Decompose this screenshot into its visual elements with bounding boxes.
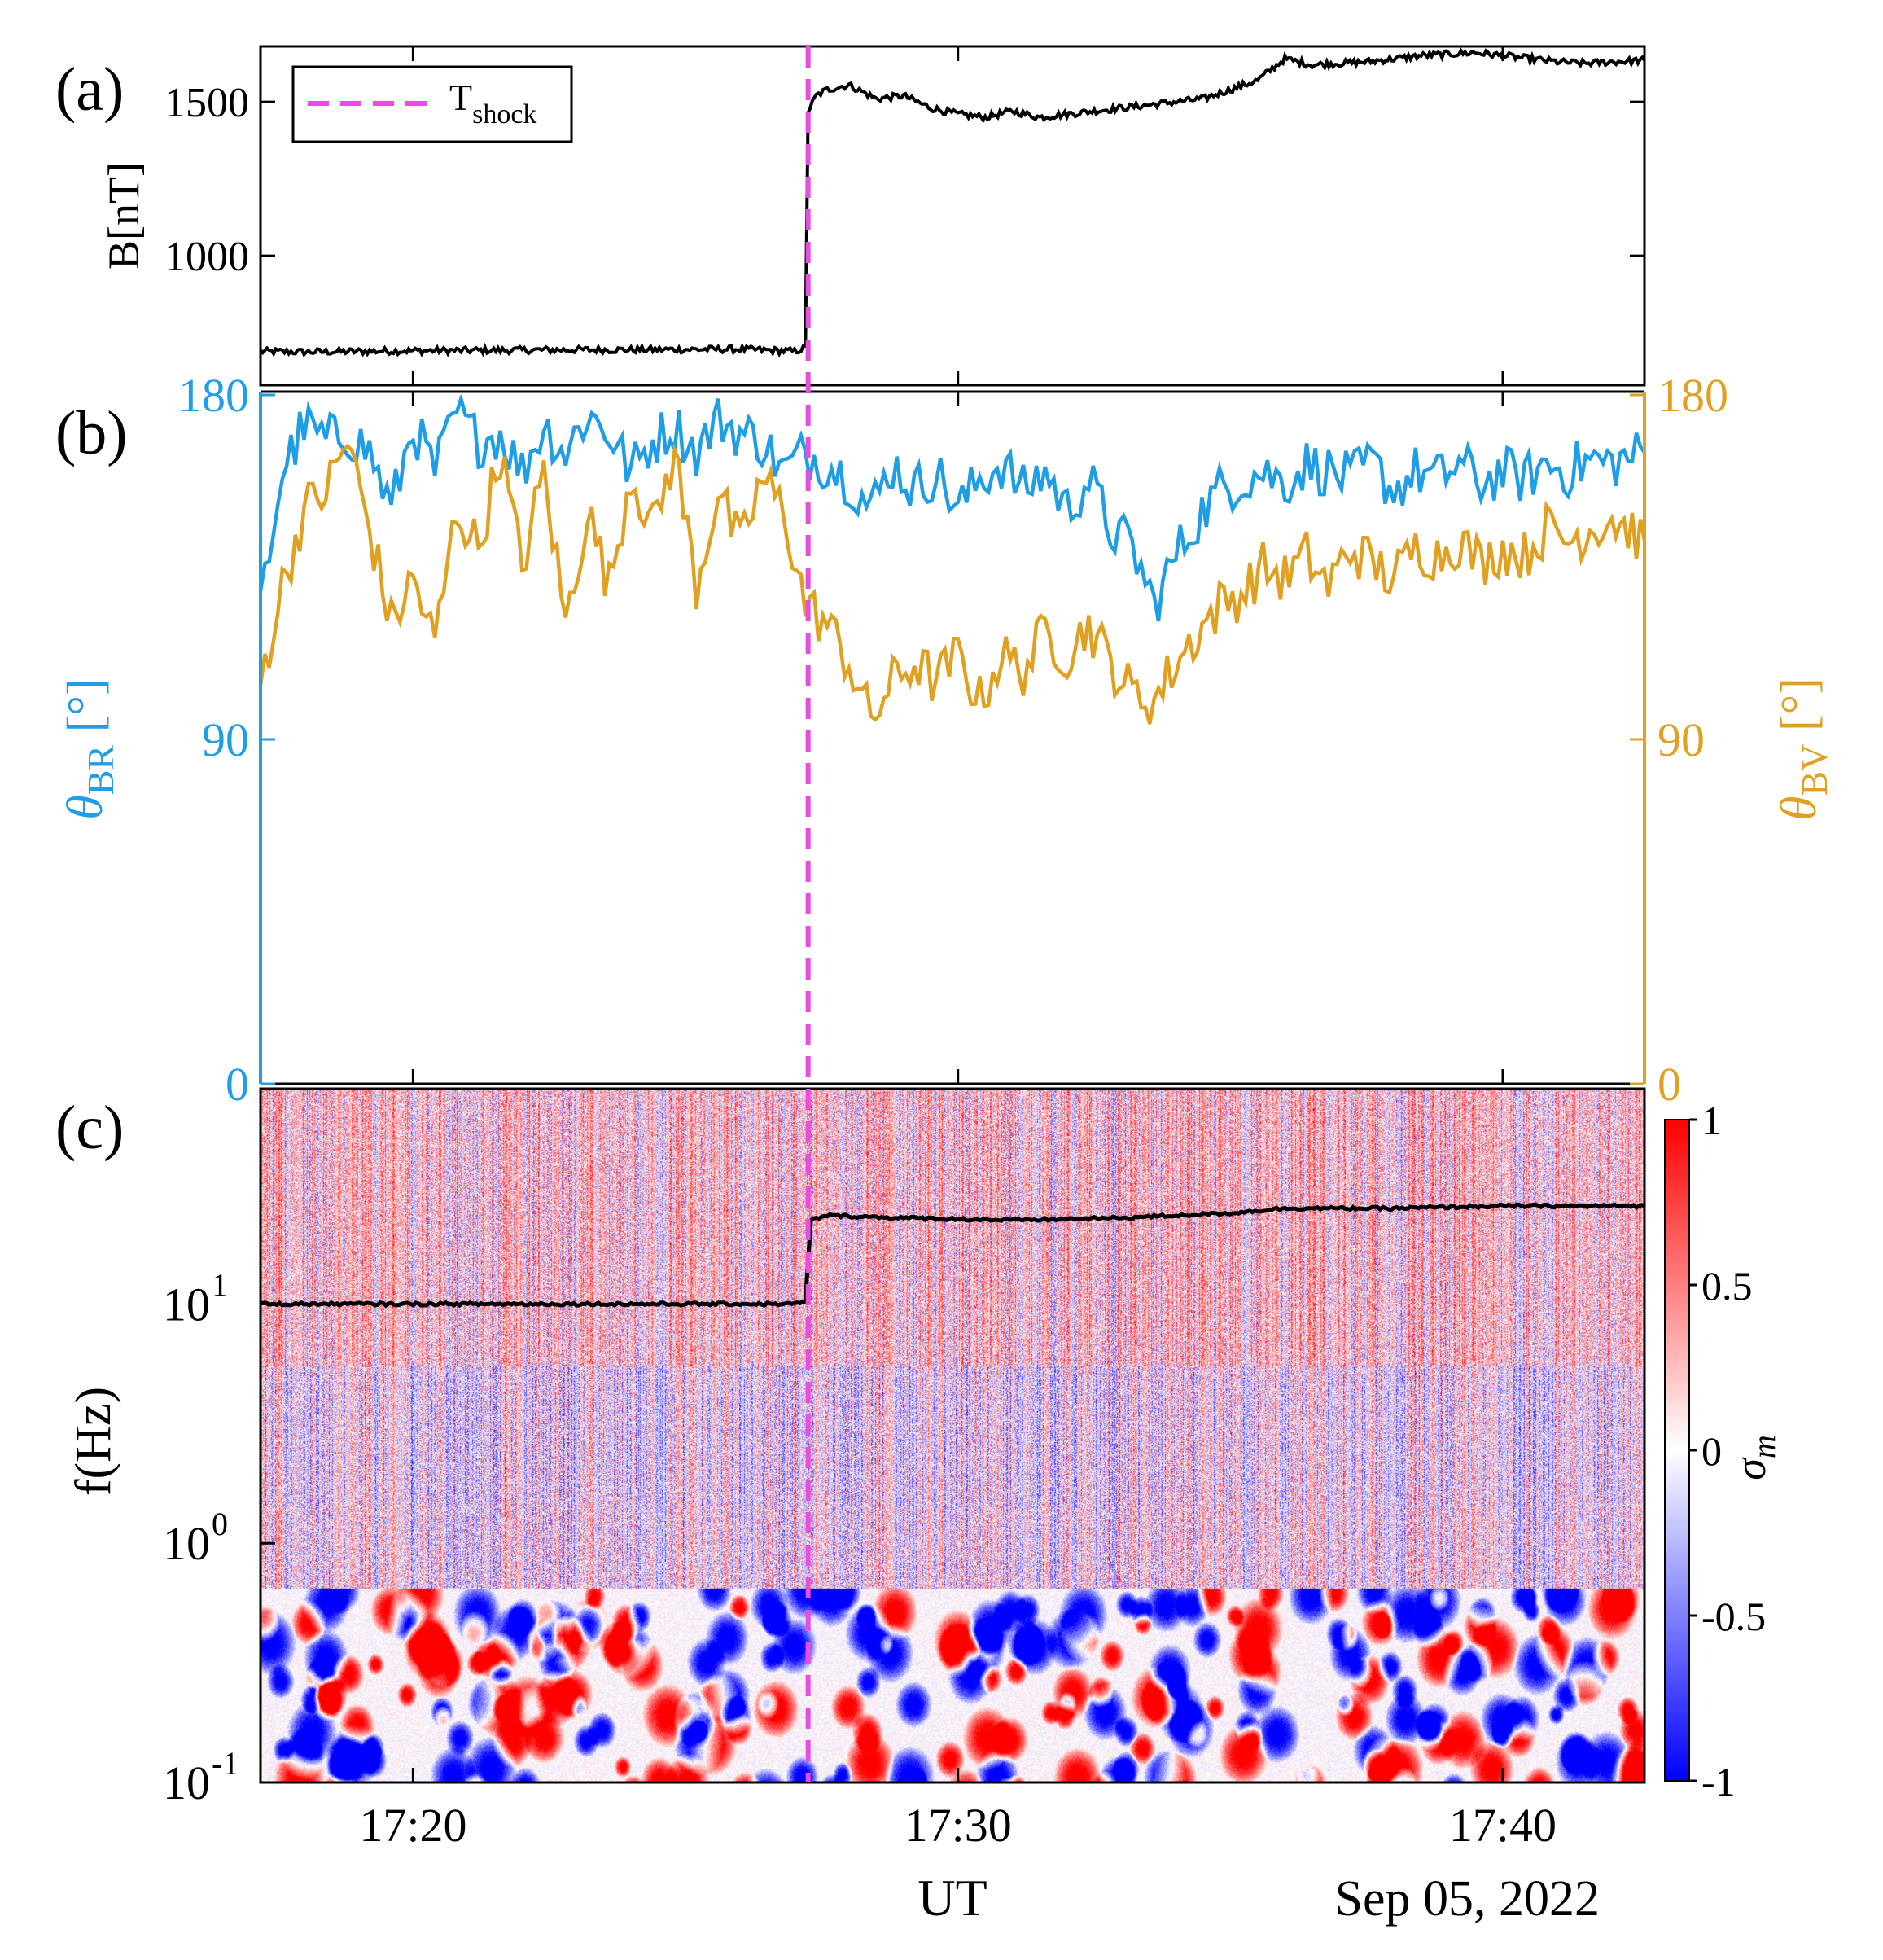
colorbar-tick-label: 0 (1701, 1428, 1722, 1474)
c-xtick-label: 17:30 (904, 1799, 1012, 1852)
panel-b-ylabel-right: θBV [°] (1771, 677, 1835, 821)
spectrogram-image (261, 1089, 1644, 1782)
colorbar (1664, 1119, 1690, 1782)
c-ytick-exponent: 1 (212, 1266, 228, 1303)
panel-a-ylabel: B[nT] (99, 162, 148, 270)
b-ytick-label-left: 180 (178, 369, 249, 422)
panel-a-frame (259, 45, 1646, 387)
legend-shock-sub: shock (472, 99, 536, 129)
panel-b: (b) 0 0 90 90 180 180 θBR [°] θBV [°] (55, 369, 1835, 1111)
panel-c-xticks: 17:20 17:30 17:40 (359, 1768, 1557, 1852)
colorbar-ticks: -1 -0.5 0 0.5 1 (1689, 1098, 1766, 1804)
panel-a: (a) 1000 1500 B[nT] Tshock (55, 45, 1646, 387)
panel-c-ylabel: f(Hz) (66, 1387, 121, 1496)
panel-a-legend: Tshock (291, 65, 573, 143)
series-b-magnitude (261, 47, 1644, 358)
panel-b-label: (b) (55, 399, 128, 467)
b-ytick-label-right: 180 (1657, 369, 1728, 422)
ylabel-right-unit: [°] (1771, 677, 1827, 744)
gyrofrequency-line (261, 1202, 1644, 1309)
x-axis-label: UT (917, 1869, 987, 1927)
colorbar-label-sub: m (1745, 1435, 1782, 1458)
panel-a-label: (a) (55, 55, 124, 124)
legend-box (291, 65, 573, 143)
series-theta-bv (261, 442, 1644, 725)
b-ytick-label-right: 0 (1657, 1058, 1681, 1111)
c-ytick-label: 10 (163, 1517, 210, 1570)
ylabel-left-unit: [°] (58, 678, 113, 745)
ylabel-left-sub: BR (80, 745, 121, 796)
panel-b-ylabel-left: θBR [°] (58, 678, 121, 819)
panel-a-series (261, 47, 1644, 358)
panel-a-xticks (411, 46, 1504, 385)
legend-shock-label: Tshock (449, 77, 536, 129)
c-ytick-label: 10 (163, 1756, 210, 1809)
a-ytick-label: 1500 (164, 80, 249, 126)
panel-b-xticks (411, 392, 1504, 1084)
b-ytick-label-left: 90 (202, 713, 249, 766)
c-ytick-exponent: 0 (212, 1506, 228, 1542)
spectrogram (261, 1089, 1644, 1782)
panel-b-yticks: 0 0 90 90 180 180 (178, 369, 1728, 1111)
panel-a-yticks: 1000 1500 (164, 80, 1644, 280)
panel-c-overlay (261, 1202, 1644, 1309)
c-ytick-label: 10 (163, 1278, 210, 1331)
colorbar-tick-label: -0.5 (1701, 1594, 1766, 1639)
a-ytick-label: 1000 (164, 234, 249, 280)
c-xtick-label: 17:20 (359, 1799, 466, 1852)
panel-c-label: (c) (55, 1094, 124, 1162)
b-ytick-label-right: 90 (1657, 713, 1705, 766)
c-xtick-label: 17:40 (1449, 1799, 1557, 1852)
date-label: Sep 05, 2022 (1335, 1871, 1601, 1927)
colorbar-tick-label: 0.5 (1701, 1263, 1753, 1309)
b-ytick-label-left: 0 (226, 1058, 249, 1111)
colorbar-tick-label: -1 (1701, 1759, 1736, 1804)
colorbar-label: σm (1726, 1435, 1782, 1480)
series-theta-br (261, 395, 1644, 622)
panel-c-frame (259, 1087, 1646, 1784)
panel-b-series (261, 395, 1644, 725)
c-ytick-exponent: -1 (212, 1745, 239, 1782)
ylabel-right-sub: BV (1793, 744, 1835, 796)
colorbar-tick-label: 1 (1701, 1098, 1722, 1143)
